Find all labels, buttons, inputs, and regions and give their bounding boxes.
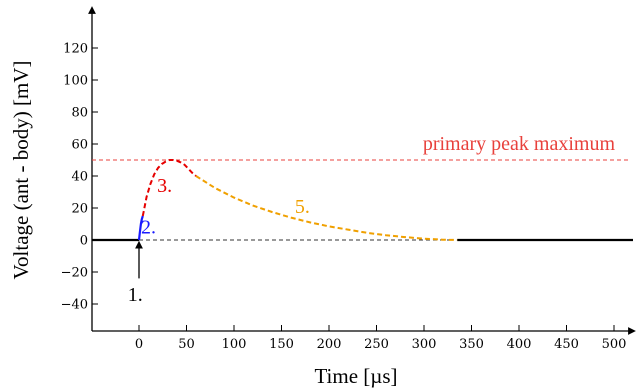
x-tick-label: 400	[507, 337, 532, 352]
x-tick-label: 350	[459, 337, 484, 352]
y-tick-label: 120	[63, 42, 88, 57]
annotation-label: 3.	[157, 175, 172, 197]
annotation-label: 1.	[128, 284, 143, 306]
y-tick-label: 20	[71, 202, 88, 217]
axes: −40 −20 0 20 40 60 80 100 120 0 50 100 150 200 250 300 3…	[61, 6, 636, 352]
y-tick-label: 80	[71, 106, 88, 121]
x-tick-label: 450	[554, 337, 579, 352]
y-tick-label: −20	[61, 266, 88, 281]
x-tick-label: 50	[178, 337, 195, 352]
series-line	[141, 159, 197, 217]
x-tick-label: 300	[412, 337, 437, 352]
x-tick-label: 0	[135, 337, 143, 352]
annotations: 1. 2.3. 5.	[128, 175, 310, 306]
y-tick-label: 100	[63, 74, 88, 89]
y-axis-label: Voltage (ant - body) [mV]	[9, 61, 33, 280]
reference-line-label: primary peak maximum	[423, 133, 616, 155]
x-tick-label: 100	[222, 337, 247, 352]
x-tick-label: 500	[602, 337, 627, 352]
y-tick-label: 0	[80, 234, 88, 249]
x-tick-label: 200	[317, 337, 342, 352]
annotation-label: 5.	[295, 196, 310, 218]
y-tick-label: 60	[71, 138, 88, 153]
y-tick-label: 40	[71, 170, 88, 185]
series	[91, 159, 633, 242]
annotation-label: 2.	[141, 217, 156, 239]
x-tick-label: 150	[269, 337, 294, 352]
reference-lines: primary peak maximum	[92, 133, 628, 241]
series-line	[137, 215, 144, 241]
x-axis-label: Time [µs]	[314, 364, 397, 388]
series-line	[195, 175, 458, 241]
x-tick-label: 250	[364, 337, 389, 352]
y-tick-label: −40	[61, 298, 88, 313]
